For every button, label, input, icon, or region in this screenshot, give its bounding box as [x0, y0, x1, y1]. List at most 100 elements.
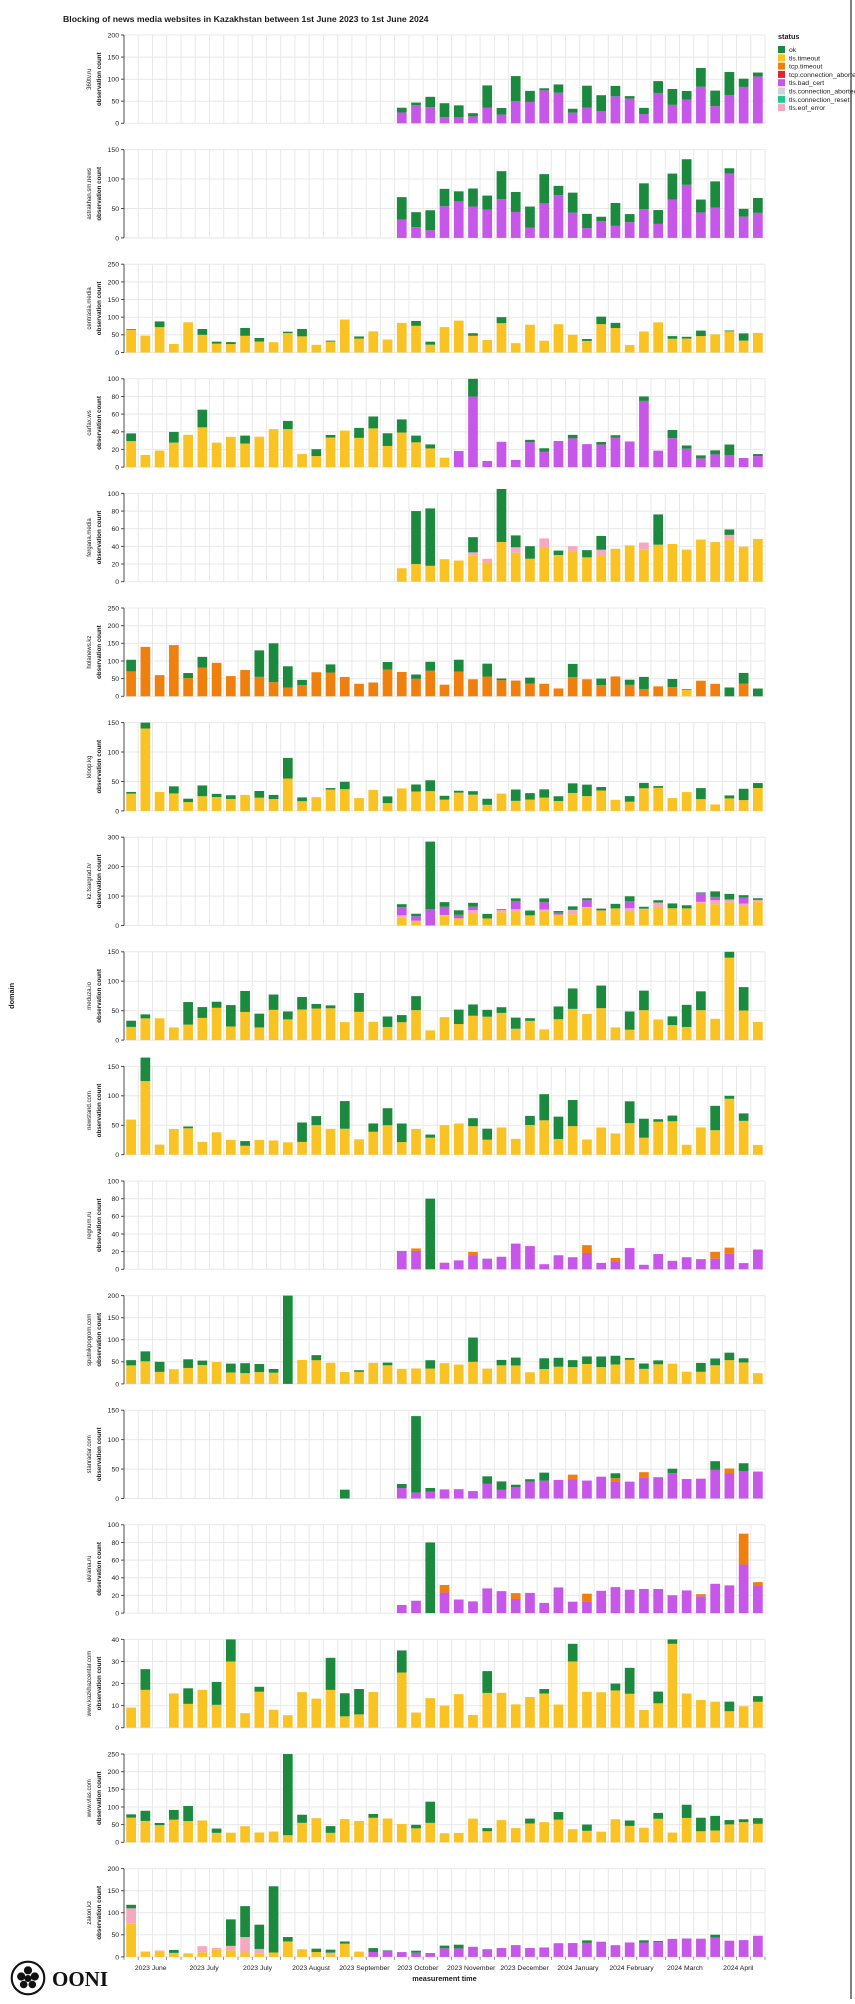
svg-text:observation count: observation count — [96, 282, 103, 336]
svg-text:0: 0 — [115, 1267, 119, 1274]
svg-text:tcp.connection_aborted: tcp.connection_aborted — [789, 72, 855, 79]
svg-text:observation count: observation count — [96, 740, 103, 794]
svg-text:0: 0 — [115, 465, 119, 472]
svg-text:50: 50 — [111, 1822, 119, 1829]
svg-text:50: 50 — [111, 1932, 119, 1939]
svg-text:www.kazkhazcentar.com: www.kazkhazcentar.com — [87, 1651, 93, 1718]
svg-text:observation count: observation count — [96, 1313, 103, 1367]
svg-text:150: 150 — [108, 1888, 120, 1895]
svg-text:observation count: observation count — [96, 1084, 103, 1138]
svg-text:100: 100 — [108, 979, 120, 986]
svg-text:50: 50 — [111, 332, 119, 339]
svg-text:2023 December: 2023 December — [500, 1965, 549, 1972]
svg-text:observation count: observation count — [96, 511, 103, 565]
svg-text:0: 0 — [115, 1840, 119, 1847]
svg-text:100: 100 — [108, 894, 120, 901]
svg-text:150: 150 — [108, 720, 120, 727]
svg-text:50: 50 — [111, 676, 119, 683]
svg-text:tls.connection_reset: tls.connection_reset — [789, 97, 850, 104]
svg-text:0: 0 — [115, 1725, 119, 1732]
svg-text:60: 60 — [111, 1214, 119, 1221]
svg-text:2023 August: 2023 August — [292, 1965, 330, 1972]
svg-text:0: 0 — [115, 1496, 119, 1503]
svg-text:360tv.ru: 360tv.ru — [87, 69, 93, 90]
svg-text:300: 300 — [108, 835, 120, 842]
svg-text:observation count: observation count — [96, 167, 103, 221]
svg-text:regnum.ru: regnum.ru — [87, 1212, 93, 1239]
svg-text:40: 40 — [111, 1231, 119, 1238]
svg-text:100: 100 — [108, 1522, 120, 1529]
svg-text:150: 150 — [108, 949, 120, 956]
svg-text:20: 20 — [111, 447, 119, 454]
svg-text:holanews.kz: holanews.kz — [87, 636, 93, 669]
svg-text:0: 0 — [115, 923, 119, 930]
svg-text:20: 20 — [111, 1593, 119, 1600]
svg-text:50: 50 — [111, 1467, 119, 1474]
svg-text:2023 July: 2023 July — [190, 1965, 220, 1972]
svg-text:80: 80 — [111, 1196, 119, 1203]
svg-text:2023 November: 2023 November — [447, 1965, 496, 1972]
svg-text:150: 150 — [108, 297, 120, 304]
svg-text:200: 200 — [108, 32, 120, 39]
svg-text:astrakhan.sm.news: astrakhan.sm.news — [87, 168, 93, 220]
svg-text:observation count: observation count — [96, 1427, 103, 1481]
svg-text:40: 40 — [111, 1637, 119, 1644]
svg-text:100: 100 — [108, 1437, 120, 1444]
svg-text:150: 150 — [108, 641, 120, 648]
svg-text:tls.timeout: tls.timeout — [789, 55, 820, 62]
svg-text:0: 0 — [115, 694, 119, 701]
svg-text:60: 60 — [111, 412, 119, 419]
svg-text:observation count: observation count — [96, 1657, 103, 1711]
svg-text:150: 150 — [108, 147, 120, 154]
svg-text:newstand.com: newstand.com — [87, 1091, 93, 1130]
svg-text:20: 20 — [111, 1681, 119, 1688]
svg-text:100: 100 — [108, 749, 120, 756]
svg-text:2024 April: 2024 April — [723, 1965, 754, 1972]
svg-text:carfax.ws: carfax.ws — [87, 410, 93, 435]
svg-text:50: 50 — [111, 99, 119, 106]
svg-text:40: 40 — [111, 544, 119, 551]
svg-text:150: 150 — [108, 1787, 120, 1794]
svg-text:stanradar.com: stanradar.com — [87, 1435, 93, 1473]
svg-text:0: 0 — [115, 1381, 119, 1388]
svg-text:100: 100 — [108, 1178, 120, 1185]
svg-text:measurement time: measurement time — [412, 1974, 476, 1983]
svg-text:sputnikpogrom.com: sputnikpogrom.com — [87, 1314, 93, 1366]
svg-text:150: 150 — [108, 1408, 120, 1415]
svg-text:2023 September: 2023 September — [339, 1965, 390, 1972]
svg-text:250: 250 — [108, 605, 120, 612]
svg-text:meduza.io: meduza.io — [87, 981, 93, 1009]
svg-text:observation count: observation count — [96, 1198, 103, 1252]
svg-text:kz.tsargrad.tv: kz.tsargrad.tv — [87, 863, 93, 899]
svg-text:100: 100 — [108, 1337, 120, 1344]
svg-text:2023 June: 2023 June — [135, 1965, 167, 1972]
svg-text:100: 100 — [108, 658, 120, 665]
svg-text:80: 80 — [111, 1540, 119, 1547]
svg-text:domain: domain — [7, 983, 16, 1009]
svg-text:centrasia.media: centrasia.media — [87, 287, 93, 330]
svg-text:200: 200 — [108, 623, 120, 630]
svg-text:observation count: observation count — [96, 1771, 103, 1825]
svg-text:observation count: observation count — [96, 52, 103, 106]
svg-text:50: 50 — [111, 1008, 119, 1015]
svg-text:80: 80 — [111, 509, 119, 516]
svg-text:40: 40 — [111, 429, 119, 436]
svg-text:0: 0 — [115, 235, 119, 242]
svg-text:100: 100 — [108, 176, 120, 183]
svg-text:ok: ok — [789, 47, 797, 54]
svg-text:200: 200 — [108, 864, 120, 871]
svg-text:zakon.kz: zakon.kz — [87, 1901, 93, 1925]
svg-text:50: 50 — [111, 1359, 119, 1366]
svg-text:0: 0 — [115, 350, 119, 357]
svg-text:30: 30 — [111, 1659, 119, 1666]
svg-text:100: 100 — [108, 1804, 120, 1811]
svg-text:100: 100 — [108, 1093, 120, 1100]
svg-text:2023 October: 2023 October — [397, 1965, 439, 1972]
svg-text:observation count: observation count — [96, 1542, 103, 1596]
svg-text:observation count: observation count — [96, 969, 103, 1023]
svg-text:tcp.timeout: tcp.timeout — [789, 64, 822, 71]
svg-text:60: 60 — [111, 1558, 119, 1565]
svg-text:60: 60 — [111, 526, 119, 533]
svg-text:50: 50 — [111, 206, 119, 213]
svg-text:0: 0 — [115, 579, 119, 586]
